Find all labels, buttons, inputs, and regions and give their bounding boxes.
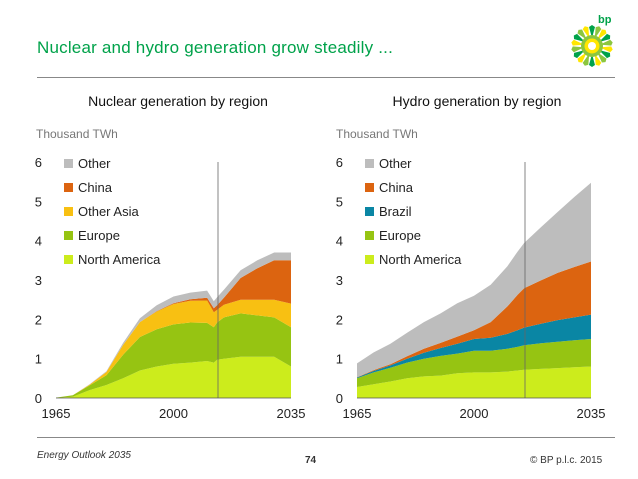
nuclear-chart: Nuclear generation by region Thousand TWh… xyxy=(35,93,306,421)
nuclear-legend-label: Other Asia xyxy=(78,204,139,219)
hydro-x-tick-label: 1965 xyxy=(343,406,372,421)
nuclear-area-china xyxy=(56,260,291,398)
nuclear-legend-swatch xyxy=(64,183,73,192)
logo-petal xyxy=(571,46,585,53)
hydro-chart-title: Hydro generation by region xyxy=(393,93,562,109)
logo-petal xyxy=(597,52,607,63)
logo-petal xyxy=(589,54,595,67)
hydro-y-tick-label: 4 xyxy=(336,234,343,249)
hydro-legend-label: North America xyxy=(379,252,462,267)
nuclear-y-tick-label: 2 xyxy=(35,312,42,327)
nuclear-legend-label: North America xyxy=(78,252,161,267)
logo-petal xyxy=(594,53,602,66)
hydro-area-brazil xyxy=(357,314,591,379)
hydro-area-other xyxy=(357,182,591,378)
nuclear-y-tick-label: 1 xyxy=(35,352,42,367)
logo-petal xyxy=(598,33,611,42)
logo-petal xyxy=(599,39,613,46)
nuclear-y-tick-label: 6 xyxy=(35,155,42,170)
bp-helios-logo-icon: bp xyxy=(571,14,613,67)
hydro-legend-label: Brazil xyxy=(379,204,412,219)
hydro-y-tick-label: 6 xyxy=(336,155,343,170)
hydro-legend-swatch xyxy=(365,231,374,240)
nuclear-y-tick-label: 4 xyxy=(35,234,42,249)
hydro-x-tick-label: 2000 xyxy=(460,406,489,421)
title-divider xyxy=(37,77,615,78)
hydro-legend-label: Europe xyxy=(379,228,421,243)
hydro-area-north-america xyxy=(357,366,591,398)
nuclear-y-tick-label: 5 xyxy=(35,194,42,209)
hydro-area-europe xyxy=(357,339,591,387)
logo-petal xyxy=(573,33,586,42)
logo-petal xyxy=(589,25,595,38)
logo-petal xyxy=(577,52,587,63)
nuclear-area-north-america xyxy=(56,356,291,398)
logo-petal xyxy=(597,29,607,40)
nuclear-area-europe xyxy=(56,313,291,398)
hydro-legend-label: Other xyxy=(379,156,412,171)
nuclear-y-axis-label: Thousand TWh xyxy=(36,127,118,141)
logo-petal xyxy=(573,50,586,59)
logo-text: bp xyxy=(598,14,612,26)
logo-petal xyxy=(594,26,602,39)
logo-petal xyxy=(599,46,613,53)
nuclear-legend-swatch xyxy=(64,159,73,168)
logo-petal xyxy=(582,53,590,66)
footer-divider xyxy=(37,437,615,438)
nuclear-legend-swatch xyxy=(64,255,73,264)
hydro-y-tick-label: 2 xyxy=(336,312,343,327)
nuclear-x-tick-label: 1965 xyxy=(42,406,71,421)
nuclear-y-tick-label: 0 xyxy=(35,391,42,406)
nuclear-y-tick-label: 3 xyxy=(35,273,42,288)
nuclear-x-tick-label: 2035 xyxy=(277,406,306,421)
nuclear-legend-label: Europe xyxy=(78,228,120,243)
nuclear-chart-title: Nuclear generation by region xyxy=(88,93,268,109)
nuclear-area-other-asia xyxy=(56,299,291,398)
copyright: © BP p.l.c. 2015 xyxy=(530,455,603,466)
hydro-y-tick-label: 5 xyxy=(336,194,343,209)
logo-petal xyxy=(577,29,587,40)
hydro-legend-label: China xyxy=(379,180,414,195)
logo-petal xyxy=(571,39,585,46)
footer-source: Energy Outlook 2035 xyxy=(37,450,131,461)
logo-petal xyxy=(582,26,590,39)
hydro-y-axis-label: Thousand TWh xyxy=(336,127,418,141)
hydro-legend-swatch xyxy=(365,183,374,192)
nuclear-legend-label: China xyxy=(78,180,113,195)
hydro-y-tick-label: 0 xyxy=(336,391,343,406)
nuclear-legend-swatch xyxy=(64,207,73,216)
logo-petal xyxy=(598,50,611,59)
hydro-area-china xyxy=(357,261,591,378)
nuclear-x-tick-label: 2000 xyxy=(159,406,188,421)
hydro-y-tick-label: 1 xyxy=(336,352,343,367)
hydro-legend-swatch xyxy=(365,207,374,216)
nuclear-legend-label: Other xyxy=(78,156,111,171)
hydro-legend-swatch xyxy=(365,255,374,264)
slide-title: Nuclear and hydro generation grow steadi… xyxy=(37,38,394,57)
hydro-legend-swatch xyxy=(365,159,374,168)
hydro-y-tick-label: 3 xyxy=(336,273,343,288)
hydro-x-tick-label: 2035 xyxy=(577,406,606,421)
page-number: 74 xyxy=(305,455,317,466)
nuclear-legend-swatch xyxy=(64,231,73,240)
